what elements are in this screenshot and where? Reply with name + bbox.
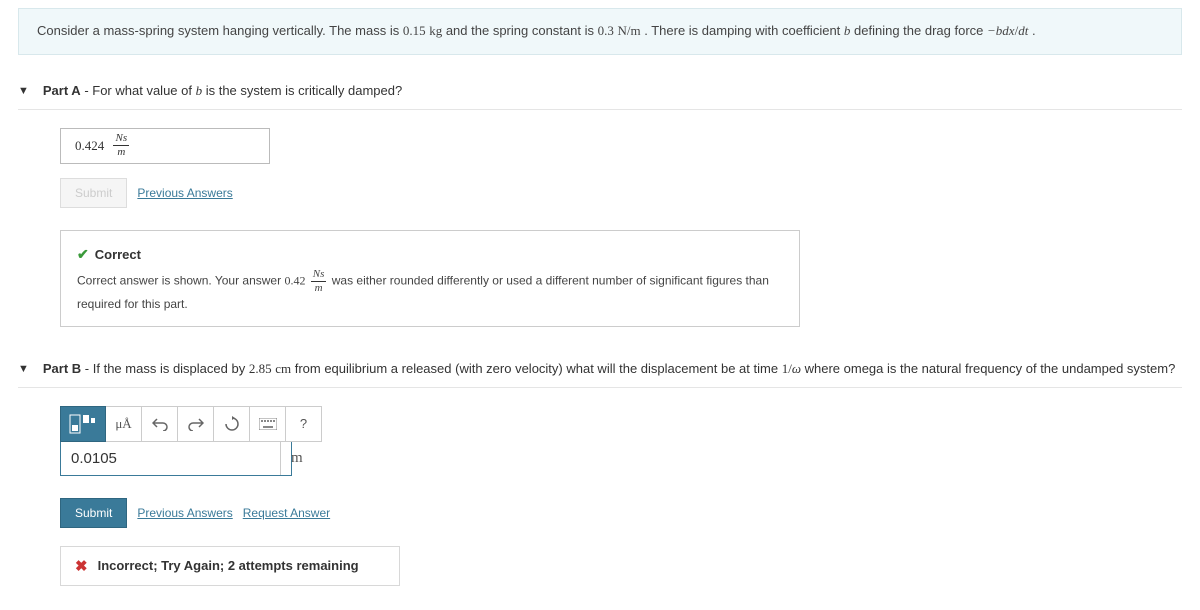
stem-text: and the spring constant is — [446, 23, 598, 38]
reset-icon[interactable] — [214, 406, 250, 442]
stem-text: Consider a mass-spring system hanging ve… — [37, 23, 403, 38]
part-a-previous-answers-link[interactable]: Previous Answers — [137, 186, 232, 200]
drag-den: dt — [1018, 23, 1028, 38]
part-a-header[interactable]: ▼ Part A - For what value of b is the sy… — [18, 73, 1182, 110]
part-b-previous-answers-link[interactable]: Previous Answers — [137, 506, 232, 520]
part-a: ▼ Part A - For what value of b is the sy… — [18, 73, 1182, 327]
part-a-label: Part A — [43, 83, 81, 98]
k-unit: N/m — [617, 23, 640, 38]
part-a-answer-unit: Ns m — [113, 133, 129, 158]
answer-widget: μÅ ? m — [60, 406, 1182, 476]
part-b-answer-input[interactable] — [61, 442, 280, 475]
part-b-feedback-text: Incorrect; Try Again; 2 attempts remaini… — [98, 558, 359, 573]
part-b-unit-box[interactable]: m — [280, 442, 313, 475]
part-a-submit-button: Submit — [60, 178, 127, 208]
mass-value: 0.15 — [403, 23, 426, 38]
part-b-submit-button[interactable]: Submit — [60, 498, 127, 528]
part-b-label: Part B — [43, 361, 81, 376]
part-b-header[interactable]: ▼ Part B - If the mass is displaced by 2… — [18, 351, 1182, 388]
part-a-answer-value: 0.424 — [75, 138, 104, 154]
undo-icon[interactable] — [142, 406, 178, 442]
part-b: ▼ Part B - If the mass is displaced by 2… — [18, 351, 1182, 586]
part-b-request-answer-link[interactable]: Request Answer — [243, 506, 330, 520]
part-a-feedback-status: Correct — [95, 244, 141, 266]
units-button[interactable]: μÅ — [106, 406, 142, 442]
part-b-feedback: ✖ Incorrect; Try Again; 2 attempts remai… — [60, 546, 400, 586]
feedback-unit: Ns m — [311, 269, 327, 294]
formula-palette-button[interactable] — [60, 406, 106, 442]
redo-icon[interactable] — [178, 406, 214, 442]
part-a-title: Part A - For what value of b is the syst… — [43, 83, 402, 99]
keyboard-icon[interactable] — [250, 406, 286, 442]
stem-text: . There is damping with coefficient — [644, 23, 844, 38]
k-value: 0.3 — [598, 23, 614, 38]
part-a-answer-display: 0.424 Ns m — [60, 128, 270, 164]
stem-text: . — [1032, 23, 1036, 38]
caret-down-icon: ▼ — [18, 363, 29, 375]
drag-prefix: −b — [987, 23, 1002, 38]
answer-toolbar: μÅ ? — [60, 406, 1182, 442]
check-icon: ✔ — [77, 243, 89, 267]
part-b-title: Part B - If the mass is displaced by 2.8… — [43, 361, 1175, 377]
mass-unit: kg — [429, 23, 442, 38]
caret-down-icon: ▼ — [18, 85, 29, 97]
help-button[interactable]: ? — [286, 406, 322, 442]
b-variable: b — [844, 23, 851, 38]
x-icon: ✖ — [75, 557, 88, 575]
drag-num: dx — [1002, 23, 1014, 38]
stem-text: defining the drag force — [854, 23, 987, 38]
problem-statement: Consider a mass-spring system hanging ve… — [18, 8, 1182, 55]
part-a-feedback: ✔ Correct Correct answer is shown. Your … — [60, 230, 800, 327]
